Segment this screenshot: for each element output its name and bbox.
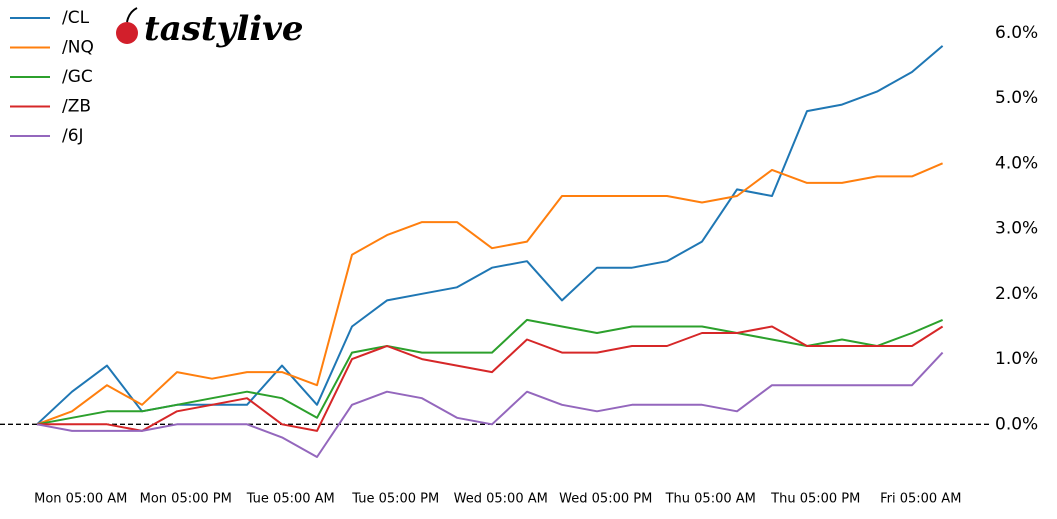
x-tick-label: Tue 05:00 AM [246, 492, 335, 507]
legend-label: /GC [62, 67, 93, 87]
y-tick-label: 5.0% [995, 88, 1038, 108]
y-tick-label: 3.0% [995, 219, 1038, 239]
series-line [36, 45, 944, 426]
legend-label: /ZB [62, 97, 91, 117]
logo: tastylive [144, 9, 304, 49]
logo-icon [116, 7, 138, 44]
y-tick-label: 0.0% [995, 414, 1038, 434]
series-line [37, 325, 944, 432]
x-tick-label: Wed 05:00 PM [559, 492, 652, 507]
x-tick-label: Thu 05:00 AM [665, 492, 756, 507]
x-tick-label: Tue 05:00 PM [351, 492, 439, 507]
y-tick-label: 4.0% [995, 153, 1038, 173]
x-tick-label: Mon 05:00 AM [34, 492, 127, 507]
x-tick-label: Wed 05:00 AM [454, 492, 548, 507]
x-tick-label: Mon 05:00 PM [140, 492, 232, 507]
y-tick-label: 1.0% [995, 349, 1038, 369]
legend-label: /6J [62, 126, 84, 146]
legend-label: /NQ [62, 38, 94, 58]
legend-label: /CL [62, 8, 90, 28]
x-tick-label: Thu 05:00 PM [770, 492, 860, 507]
series-line [36, 318, 943, 426]
series-line [36, 351, 944, 458]
y-tick-label: 2.0% [995, 284, 1038, 304]
x-tick-label: Fri 05:00 AM [880, 492, 961, 507]
series-line [36, 162, 943, 426]
y-tick-label: 6.0% [995, 23, 1038, 43]
